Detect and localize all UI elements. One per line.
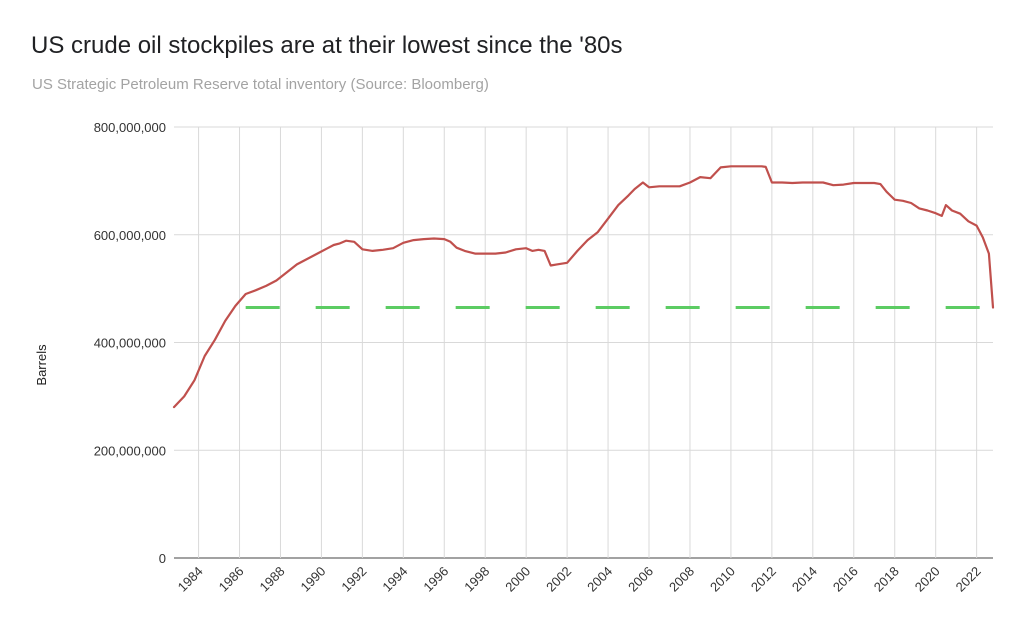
x-tick-label: 2008: [666, 564, 697, 595]
x-tick-label: 2006: [625, 564, 656, 595]
x-tick-label: 1986: [216, 564, 247, 595]
x-tick-label: 1984: [175, 564, 206, 595]
y-tick-label: 0: [159, 551, 166, 566]
x-tick-label: 1988: [257, 564, 288, 595]
x-tick-label: 2018: [871, 564, 902, 595]
x-tick-label: 1996: [420, 564, 451, 595]
x-tick-label: 2022: [953, 564, 984, 595]
chart-title: US crude oil stockpiles are at their low…: [31, 32, 623, 59]
grid-lines: [174, 126, 993, 559]
x-tick-label: 2012: [748, 564, 779, 595]
x-tick-label: 2020: [912, 564, 943, 595]
x-tick-label: 1994: [379, 564, 410, 595]
x-tick-label: 2014: [789, 564, 820, 595]
x-tick-label: 2000: [502, 564, 533, 595]
y-tick-label: 800,000,000: [94, 120, 166, 135]
series-marks: [172, 165, 995, 409]
x-tick-label: 2002: [543, 564, 574, 595]
chart-subtitle: US Strategic Petroleum Reserve total inv…: [32, 76, 489, 93]
x-tick-label: 2004: [584, 564, 615, 595]
y-tick-label: 400,000,000: [94, 336, 166, 351]
x-tick-label: 1990: [297, 564, 328, 595]
y-tick-label: 600,000,000: [94, 228, 166, 243]
y-tick-label: 200,000,000: [94, 443, 166, 458]
y-axis-label: Barrels: [34, 344, 49, 386]
x-tick-label: 1998: [461, 564, 492, 595]
y-axis-ticks: 0 200,000,000 400,000,000 600,000,000 800,00…: [94, 120, 166, 566]
x-tick-label: 1992: [338, 564, 369, 595]
x-tick-label: 2016: [830, 564, 861, 595]
x-axis-ticks: 1984 1986 1988 1990 1992 1994 1996 1998 2000 2002…: [175, 564, 984, 595]
series-line-spr-inventory: [172, 165, 995, 409]
x-tick-label: 2010: [707, 564, 738, 595]
